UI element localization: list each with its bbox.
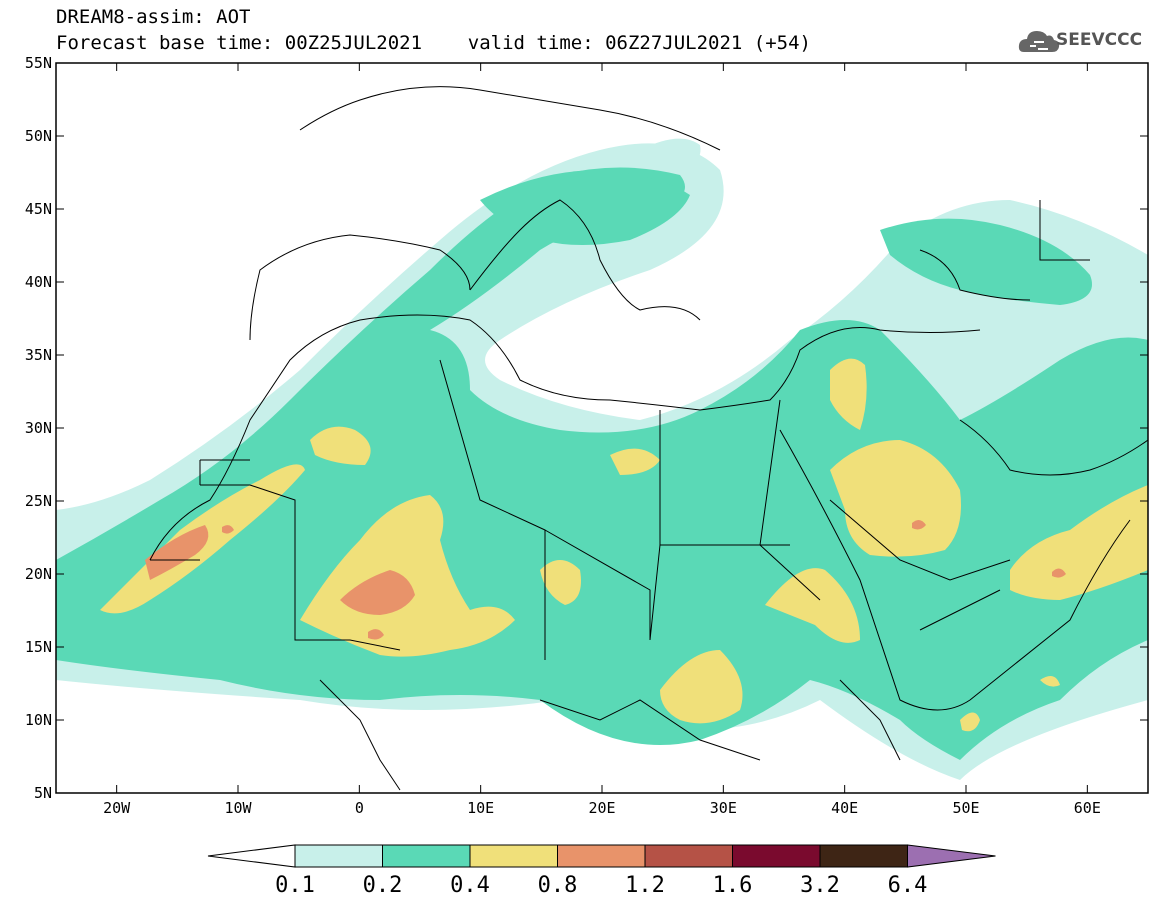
colorbar-label: 0.8 [538,873,578,898]
lon-tick-label: 20E [588,799,615,817]
colorbar-label: 0.1 [275,873,315,898]
colorbar-box [644,844,733,868]
lon-tick-label: 0 [355,799,364,817]
lon-tick-label: 40E [831,799,858,817]
cloud-icon [1018,31,1060,52]
colorbar-label: 1.6 [713,873,753,898]
lon-tick-label: 60E [1074,799,1101,817]
colorbar-label: 1.2 [625,873,665,898]
colorbar-box [469,844,558,868]
colorbar-label: 3.2 [800,873,840,898]
lat-tick-label: 45N [25,200,52,218]
lon-tick-label: 10E [467,799,494,817]
colorbar-over-triangle [907,844,996,868]
colorbar-label: 6.4 [888,873,928,898]
lat-tick-label: 35N [25,346,52,364]
lat-tick-label: 55N [25,54,52,72]
colorbar: 0.1 0.2 0.4 0.8 1.2 1.6 3.2 6.4 [207,844,996,898]
lat-tick-label: 25N [25,492,52,510]
lon-tick-label: 10W [224,799,252,817]
lat-tick-label: 5N [34,784,52,802]
coastlines [149,86,1148,791]
logo-text: SEEVCCC [1056,30,1143,50]
lat-tick-label: 40N [25,273,52,291]
axis-ticks: 55N 50N 45N 40N 35N 30N 25N 20N 15N 10N 5N 20W 10W 0 1… [25,54,1148,817]
map-title: DREAM8-assim: AOT [56,6,251,28]
aot-field [56,138,1148,781]
colorbar-box [557,844,646,868]
lat-tick-label: 20N [25,565,52,583]
lat-tick-label: 15N [25,638,52,656]
forecast-time-line: Forecast base time: 00Z25JUL2021 valid t… [56,32,811,54]
lon-tick-label: 20W [103,799,131,817]
colorbar-box [732,844,821,868]
colorbar-under-triangle [207,844,296,868]
colorbar-box [294,844,383,868]
lon-tick-label: 50E [952,799,979,817]
colorbar-label: 0.4 [450,873,490,898]
lat-tick-label: 30N [25,419,52,437]
colorbar-label: 0.2 [363,873,403,898]
lat-tick-label: 50N [25,127,52,145]
lon-tick-label: 30E [710,799,737,817]
colorbar-box [382,844,471,868]
colorbar-box [819,844,908,868]
lat-tick-label: 10N [25,711,52,729]
